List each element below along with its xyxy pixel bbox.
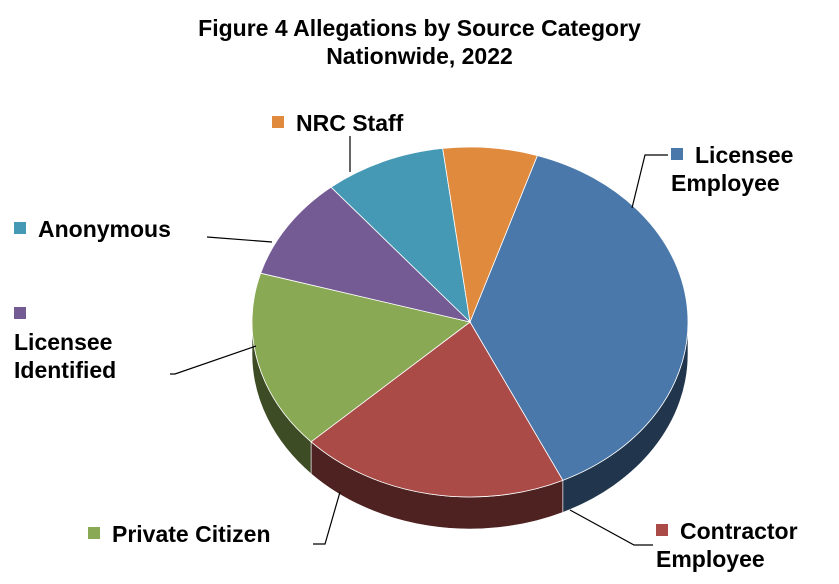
slice-label: Anonymous <box>14 215 171 243</box>
pie-slice-contractor-employee <box>310 321 564 498</box>
slice-label: Licensee Identified <box>14 300 116 384</box>
leader-line-0 <box>631 154 668 209</box>
pie-slice-licensee-identified <box>260 186 472 323</box>
chart-title: Figure 4 Allegations by Source Category … <box>0 14 839 70</box>
slice-label: Licensee Employee <box>671 141 793 197</box>
leader-line-2 <box>313 491 341 545</box>
legend-swatch <box>88 527 100 539</box>
chart-subtitle: Nationwide, 2022 <box>326 43 513 69</box>
slice-label-text: Private Citizen <box>112 521 271 547</box>
slice-label-text: Licensee Identified <box>14 329 117 383</box>
leader-line-1 <box>569 509 653 546</box>
slice-label: NRC Staff <box>272 109 403 137</box>
legend-swatch <box>272 116 284 128</box>
chart-title-line1: Figure 4 Allegations by Source Category <box>198 15 641 41</box>
pie-slice-private-citizen <box>251 272 471 443</box>
leader-line-3 <box>170 345 257 375</box>
slice-label: Private Citizen <box>88 520 271 548</box>
slice-label-text: Licensee Employee <box>671 142 794 196</box>
slice-label-text: NRC Staff <box>296 110 404 136</box>
leader-line-4 <box>206 236 273 243</box>
pie-slice-anonymous <box>330 147 471 324</box>
slice-label: Contractor Employee <box>656 517 798 573</box>
legend-swatch <box>656 524 668 536</box>
legend-swatch <box>14 222 26 234</box>
slice-label-text: Anonymous <box>38 216 171 242</box>
slice-label-text: Contractor Employee <box>656 518 798 572</box>
legend-swatch <box>671 148 683 160</box>
pie-slice-licensee-employee <box>469 155 689 481</box>
legend-swatch <box>14 307 26 319</box>
pie-slice-nrc-staff <box>442 146 538 324</box>
